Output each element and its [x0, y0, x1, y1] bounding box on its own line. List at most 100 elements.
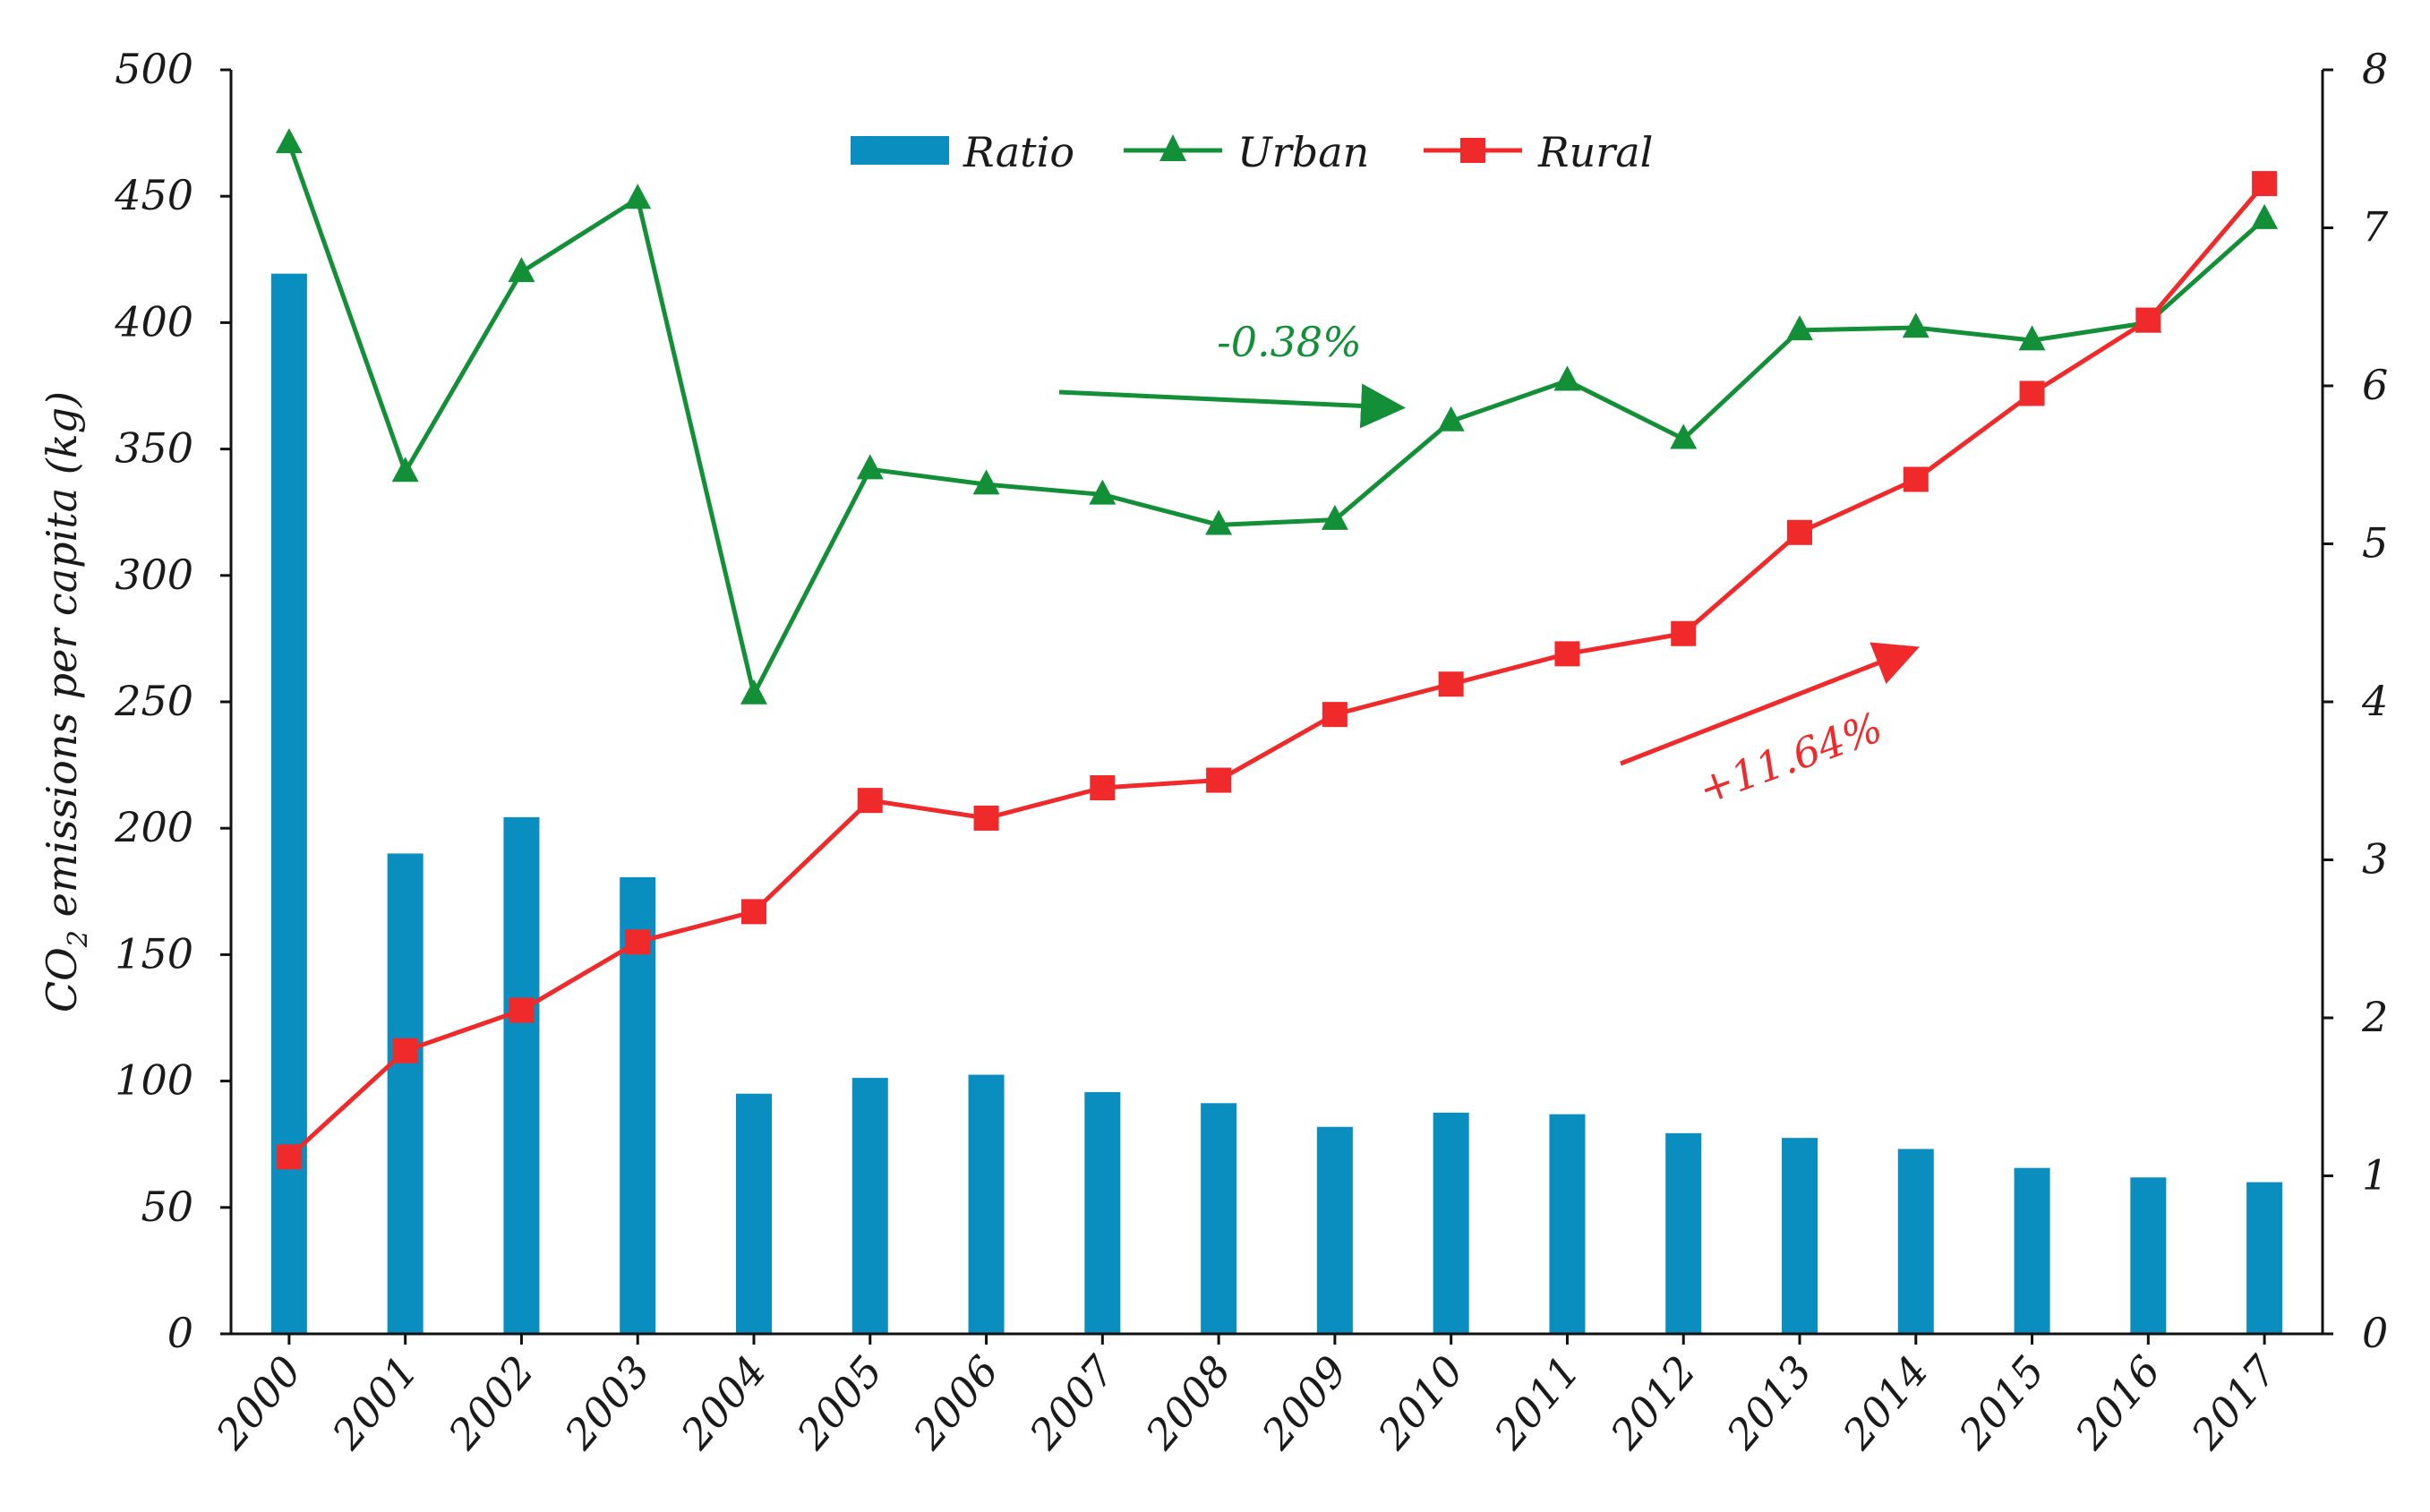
x-tick-label: 2010 — [1368, 1346, 1473, 1458]
bar-ratio-2006 — [968, 1074, 1005, 1334]
rural-trend-arrow — [1620, 642, 1920, 766]
left-tick-label: 150 — [115, 929, 193, 978]
legend-swatch-urban-marker — [1159, 134, 1186, 161]
urban-trend-label: -0.38% — [1217, 318, 1362, 366]
marker-rural-2009 — [1322, 702, 1348, 728]
y-axis-title-rest: emissions per capita (kg) — [38, 391, 86, 930]
marker-urban-2003 — [624, 184, 652, 209]
x-tick-label: 2008 — [1135, 1346, 1240, 1458]
marker-rural-2002 — [509, 997, 535, 1023]
right-tick-label: 2 — [2361, 993, 2388, 1041]
marker-rural-2005 — [857, 788, 883, 814]
rural-trend-label: +11.64% — [1692, 703, 1889, 814]
right-tick-label: 8 — [2362, 45, 2388, 93]
marker-urban-2014 — [1902, 312, 1929, 338]
line-urban — [287, 142, 2266, 697]
legend-swatch-ratio — [851, 136, 949, 165]
bar-ratio-2007 — [1084, 1091, 1121, 1334]
legend-label-ratio: Ratio — [963, 128, 1074, 176]
marker-urban-2000 — [275, 128, 303, 154]
x-tick-label: 2003 — [554, 1346, 659, 1458]
left-tick-label: 200 — [114, 803, 193, 851]
bar-ratio-2014 — [1897, 1149, 1934, 1334]
right-tick-label: 0 — [2362, 1309, 2388, 1357]
left-tick-label: 500 — [115, 45, 193, 93]
marker-urban-2005 — [856, 454, 884, 480]
marker-urban-2004 — [740, 679, 767, 705]
x-tick-label: 2012 — [1600, 1346, 1705, 1458]
marker-rural-2012 — [1671, 620, 1697, 646]
marker-urban-2009 — [1321, 504, 1348, 530]
legend-label-urban: Urban — [1237, 128, 1369, 176]
marker-urban-2017 — [2251, 203, 2279, 229]
marker-rural-2006 — [973, 805, 999, 831]
bar-ratio-2017 — [2246, 1182, 2283, 1334]
bar-ratio-2000 — [270, 273, 307, 1334]
bar-ratio-2005 — [851, 1078, 888, 1334]
marker-urban-2001 — [391, 457, 419, 483]
marker-rural-2010 — [1438, 671, 1464, 697]
right-tick-label: 3 — [2362, 835, 2388, 884]
marker-urban-2010 — [1437, 406, 1465, 431]
marker-urban-2011 — [1553, 365, 1581, 391]
left-tick-label: 350 — [115, 424, 193, 473]
marker-rural-2017 — [2252, 171, 2278, 197]
x-tick-label: 2016 — [2065, 1346, 2169, 1458]
x-tick-label: 2009 — [1252, 1346, 1356, 1458]
marker-urban-2008 — [1205, 509, 1233, 535]
marker-rural-2001 — [392, 1038, 418, 1064]
left-tick-label: 300 — [115, 551, 193, 599]
marker-urban-2015 — [2018, 325, 2046, 351]
y-axis-title-main: CO — [38, 947, 86, 1012]
x-tick-label: 2002 — [439, 1346, 543, 1458]
marker-rural-2004 — [741, 899, 766, 925]
right-tick-label: 1 — [2362, 1151, 2388, 1200]
legend-swatch-rural-marker — [1460, 138, 1485, 163]
marker-urban-2013 — [1786, 315, 1813, 341]
left-tick-label: 50 — [141, 1183, 193, 1231]
marker-rural-2016 — [2135, 307, 2161, 333]
y-axis-title-subscript: 2 — [63, 930, 94, 948]
right-tick-label: 5 — [2362, 519, 2388, 568]
x-tick-label: 2000 — [206, 1346, 311, 1458]
bar-ratio-2002 — [503, 816, 540, 1334]
x-tick-label: 2006 — [903, 1346, 1008, 1458]
left-tick-label: 450 — [114, 171, 193, 219]
legend-label-rural: Rural — [1537, 128, 1653, 176]
marker-rural-2014 — [1903, 466, 1929, 492]
left-tick-label: 400 — [114, 297, 193, 346]
bar-ratio-2015 — [2014, 1167, 2050, 1334]
marker-urban-2002 — [508, 257, 535, 283]
marker-rural-2000 — [276, 1144, 302, 1170]
series-lines — [275, 128, 2279, 1170]
y-axis-title-text: CO2 emissions per capita (kg) — [38, 391, 94, 1012]
bar-ratio-2004 — [736, 1093, 772, 1334]
line-rural — [287, 182, 2267, 1159]
bar-ratio-2001 — [387, 853, 424, 1334]
marker-urban-2007 — [1089, 479, 1117, 505]
marker-rural-2011 — [1554, 641, 1580, 667]
x-tick-label: 2004 — [671, 1346, 775, 1458]
marker-rural-2013 — [1787, 519, 1812, 545]
y-axis-title: CO2 emissions per capita (kg) — [38, 391, 94, 1012]
x-tick-label: 2001 — [322, 1346, 427, 1458]
left-tick-label: 100 — [115, 1056, 193, 1105]
bar-ratio-2009 — [1316, 1126, 1353, 1334]
x-tick-label: 2011 — [1485, 1346, 1589, 1458]
marker-rural-2015 — [2019, 380, 2045, 406]
right-tick-label: 7 — [2362, 203, 2389, 252]
marker-urban-2006 — [972, 469, 1000, 495]
bar-ratio-2011 — [1549, 1114, 1586, 1334]
bar-ratio-2012 — [1665, 1132, 1702, 1334]
x-tick-label: 2007 — [1019, 1346, 1125, 1459]
marker-rural-2007 — [1090, 775, 1116, 801]
right-tick-label: 6 — [2362, 361, 2388, 409]
x-tick-label: 2014 — [1833, 1346, 1938, 1458]
x-tick-label: 2005 — [787, 1346, 892, 1458]
bar-ratio-2010 — [1433, 1112, 1469, 1334]
x-tick-label: 2015 — [1949, 1346, 2054, 1458]
legend: Ratio Urban Rural — [851, 128, 1653, 176]
x-tick-label: 2013 — [1716, 1346, 1821, 1458]
left-tick-label: 0 — [167, 1309, 193, 1357]
